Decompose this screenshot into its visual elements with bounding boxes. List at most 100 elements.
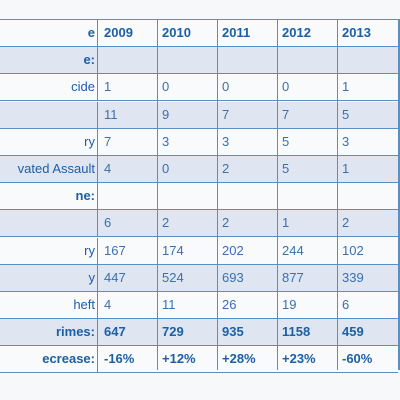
- table-cell: 1: [342, 161, 350, 176]
- table-cell: [338, 183, 398, 209]
- row-label: ry: [0, 128, 98, 155]
- table-cell: 6: [104, 215, 112, 231]
- table-cell: 1: [104, 79, 112, 95]
- row-label-text: e:: [83, 52, 95, 68]
- table-cell: -16%: [104, 351, 135, 367]
- table-cell: 3: [222, 133, 230, 149]
- table-cell: 935: [222, 324, 244, 340]
- row-label: ry: [0, 237, 98, 264]
- row-label: cide: [0, 74, 98, 101]
- table-cell: [100, 183, 160, 209]
- table-top-border: [0, 19, 400, 20]
- table-cell: 2013: [342, 25, 371, 40]
- table-cell: 5: [342, 106, 350, 122]
- row-label: y: [0, 264, 98, 291]
- row-label-text: y: [88, 269, 96, 285]
- table-cell: 7: [104, 133, 112, 149]
- header-row: e 2009 2010 2011 2012 2013: [0, 20, 398, 47]
- table-cell: 11: [162, 297, 176, 312]
- row-label-text: rimes:: [55, 324, 95, 340]
- table-cell: 5: [282, 161, 290, 176]
- column-divider: [157, 19, 158, 370]
- table-cell: 0: [162, 79, 170, 95]
- table-row: heft 4 11 26 19 6: [0, 292, 398, 319]
- table-cell: 459: [342, 324, 364, 340]
- column-divider: [337, 19, 338, 370]
- row-label: ne:: [0, 183, 98, 210]
- table-cell: 339: [342, 269, 364, 285]
- table-cell: 5: [282, 133, 290, 149]
- section-row: e:: [0, 47, 398, 75]
- table-cell: 11: [104, 106, 118, 122]
- table-cell: 2011: [222, 25, 251, 40]
- table-cell: [278, 47, 338, 73]
- table-cell: 0: [222, 79, 230, 95]
- table-cell: 3: [342, 133, 350, 149]
- table-row: cide 1 0 0 0 1: [0, 74, 398, 102]
- table-cell: 2: [222, 215, 230, 231]
- table-cell: 174: [162, 242, 184, 258]
- table-cell: 19: [282, 297, 297, 312]
- table-cell: 4: [104, 161, 112, 176]
- table-cell: 647: [104, 324, 126, 340]
- row-label-text: ne:: [75, 188, 96, 204]
- table-cell: 4: [104, 297, 112, 312]
- row-label: [0, 210, 98, 237]
- table-row: ry 7 3 3 5 3: [0, 128, 398, 156]
- table-cell: 26: [222, 297, 237, 312]
- row-label: vated Assault: [0, 156, 98, 182]
- row-label: ecrease:: [0, 346, 98, 373]
- table-cell: 244: [282, 242, 304, 258]
- column-divider: [217, 19, 218, 370]
- table-cell: 2009: [104, 25, 133, 40]
- row-label-text: ry: [84, 133, 95, 149]
- table-cell: -60%: [342, 351, 373, 367]
- table-cell: [158, 47, 218, 73]
- row-label: e: [0, 20, 98, 46]
- table-cell: 7: [222, 106, 230, 122]
- table-cell: 2: [342, 215, 350, 231]
- table-cell: 2010: [162, 25, 191, 40]
- table-cell: 693: [222, 269, 244, 285]
- table-cell: [158, 183, 218, 209]
- table-cell: 2012: [282, 25, 311, 40]
- row-label: [0, 101, 98, 128]
- column-divider: [277, 19, 278, 370]
- table-cell: 1: [342, 79, 350, 95]
- row-label-text: e: [87, 25, 95, 40]
- section-row: ne:: [0, 183, 398, 211]
- table-cell: 447: [104, 269, 126, 285]
- total-row: ecrease: -16% +12% +28% +23% -60%: [0, 346, 398, 374]
- row-label-text: ecrease:: [42, 351, 95, 367]
- table-cell: +12%: [162, 351, 196, 367]
- row-label-text: heft: [73, 297, 95, 312]
- table-cell: 6: [342, 297, 350, 312]
- row-label: e:: [0, 47, 98, 74]
- table-cell: [338, 47, 398, 73]
- table-cell: 7: [282, 106, 290, 122]
- table-row: vated Assault 4 0 2 5 1: [0, 156, 398, 183]
- table-cell: 524: [162, 269, 184, 285]
- table-cell: 1: [282, 215, 290, 231]
- row-label-text: cide: [71, 79, 95, 95]
- table-cell: 2: [222, 161, 230, 176]
- table-cell: 167: [104, 242, 126, 258]
- table-row: 6 2 2 1 2: [0, 210, 398, 238]
- table-row: ry 167 174 202 244 102: [0, 237, 398, 265]
- row-label-text: ry: [84, 242, 95, 258]
- table-cell: 102: [342, 242, 364, 258]
- table-row: y 447 524 693 877 339: [0, 264, 398, 292]
- table-cell: 0: [162, 161, 170, 176]
- table-cell: [218, 47, 278, 73]
- table-cell: [278, 183, 338, 209]
- table-cell: 2: [162, 215, 170, 231]
- table-cell: +23%: [282, 351, 316, 367]
- table-cell: [100, 47, 160, 73]
- table-cell: +28%: [222, 351, 256, 367]
- row-label-text: vated Assault: [17, 161, 95, 176]
- row-label: heft: [0, 292, 98, 318]
- table-cell: 0: [282, 79, 290, 95]
- table-cell: 202: [222, 242, 244, 258]
- table-cell: 877: [282, 269, 304, 285]
